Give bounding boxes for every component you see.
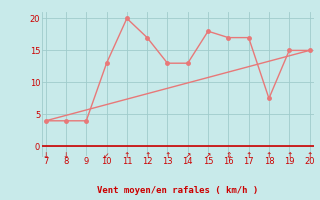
- Text: ↑: ↑: [164, 151, 171, 160]
- Text: ↑: ↑: [245, 151, 252, 160]
- Text: ↑: ↑: [286, 151, 292, 160]
- Text: ↙: ↙: [103, 151, 110, 160]
- Text: ↗: ↗: [185, 151, 191, 160]
- Text: ↑: ↑: [266, 151, 272, 160]
- Text: ↓: ↓: [63, 151, 69, 160]
- X-axis label: Vent moyen/en rafales ( km/h ): Vent moyen/en rafales ( km/h ): [97, 186, 258, 195]
- Text: ↓: ↓: [43, 151, 49, 160]
- Text: ↑: ↑: [124, 151, 130, 160]
- Text: ↑: ↑: [306, 151, 313, 160]
- Text: ↑: ↑: [144, 151, 150, 160]
- Text: ⇕: ⇕: [225, 151, 232, 160]
- Text: ↗: ↗: [205, 151, 211, 160]
